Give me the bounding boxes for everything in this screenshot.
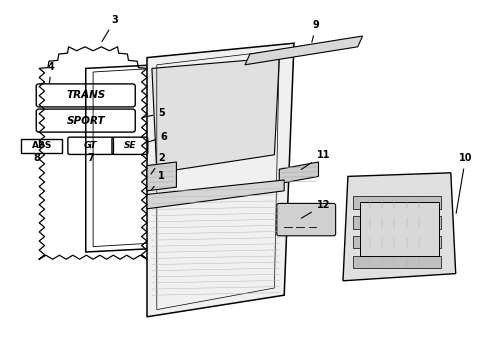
Text: 6: 6: [145, 132, 168, 143]
Text: TRANS: TRANS: [66, 90, 105, 100]
Bar: [353, 196, 441, 209]
Text: 11: 11: [301, 150, 330, 170]
Text: ABS: ABS: [31, 141, 52, 150]
Text: 12: 12: [301, 200, 330, 218]
Text: SE: SE: [123, 141, 136, 150]
Polygon shape: [147, 162, 176, 191]
Text: GT: GT: [84, 141, 98, 150]
Text: 1: 1: [151, 171, 165, 190]
Bar: [360, 202, 439, 256]
Polygon shape: [279, 162, 318, 184]
Polygon shape: [147, 180, 284, 209]
Bar: [353, 216, 441, 229]
Text: 4: 4: [48, 62, 55, 84]
Text: 10: 10: [456, 153, 472, 213]
Text: 5: 5: [143, 108, 165, 118]
Polygon shape: [343, 173, 456, 281]
Text: SPORT: SPORT: [67, 116, 105, 126]
Text: 7: 7: [87, 144, 94, 163]
Text: 9: 9: [312, 20, 319, 42]
Polygon shape: [245, 36, 363, 65]
Text: 8: 8: [34, 144, 41, 163]
Bar: [353, 256, 441, 268]
Polygon shape: [152, 58, 279, 173]
Polygon shape: [147, 43, 294, 317]
Bar: [21, 139, 62, 153]
Text: 3: 3: [102, 15, 119, 41]
Bar: [353, 236, 441, 248]
FancyBboxPatch shape: [277, 203, 336, 236]
Text: 2: 2: [151, 153, 165, 174]
